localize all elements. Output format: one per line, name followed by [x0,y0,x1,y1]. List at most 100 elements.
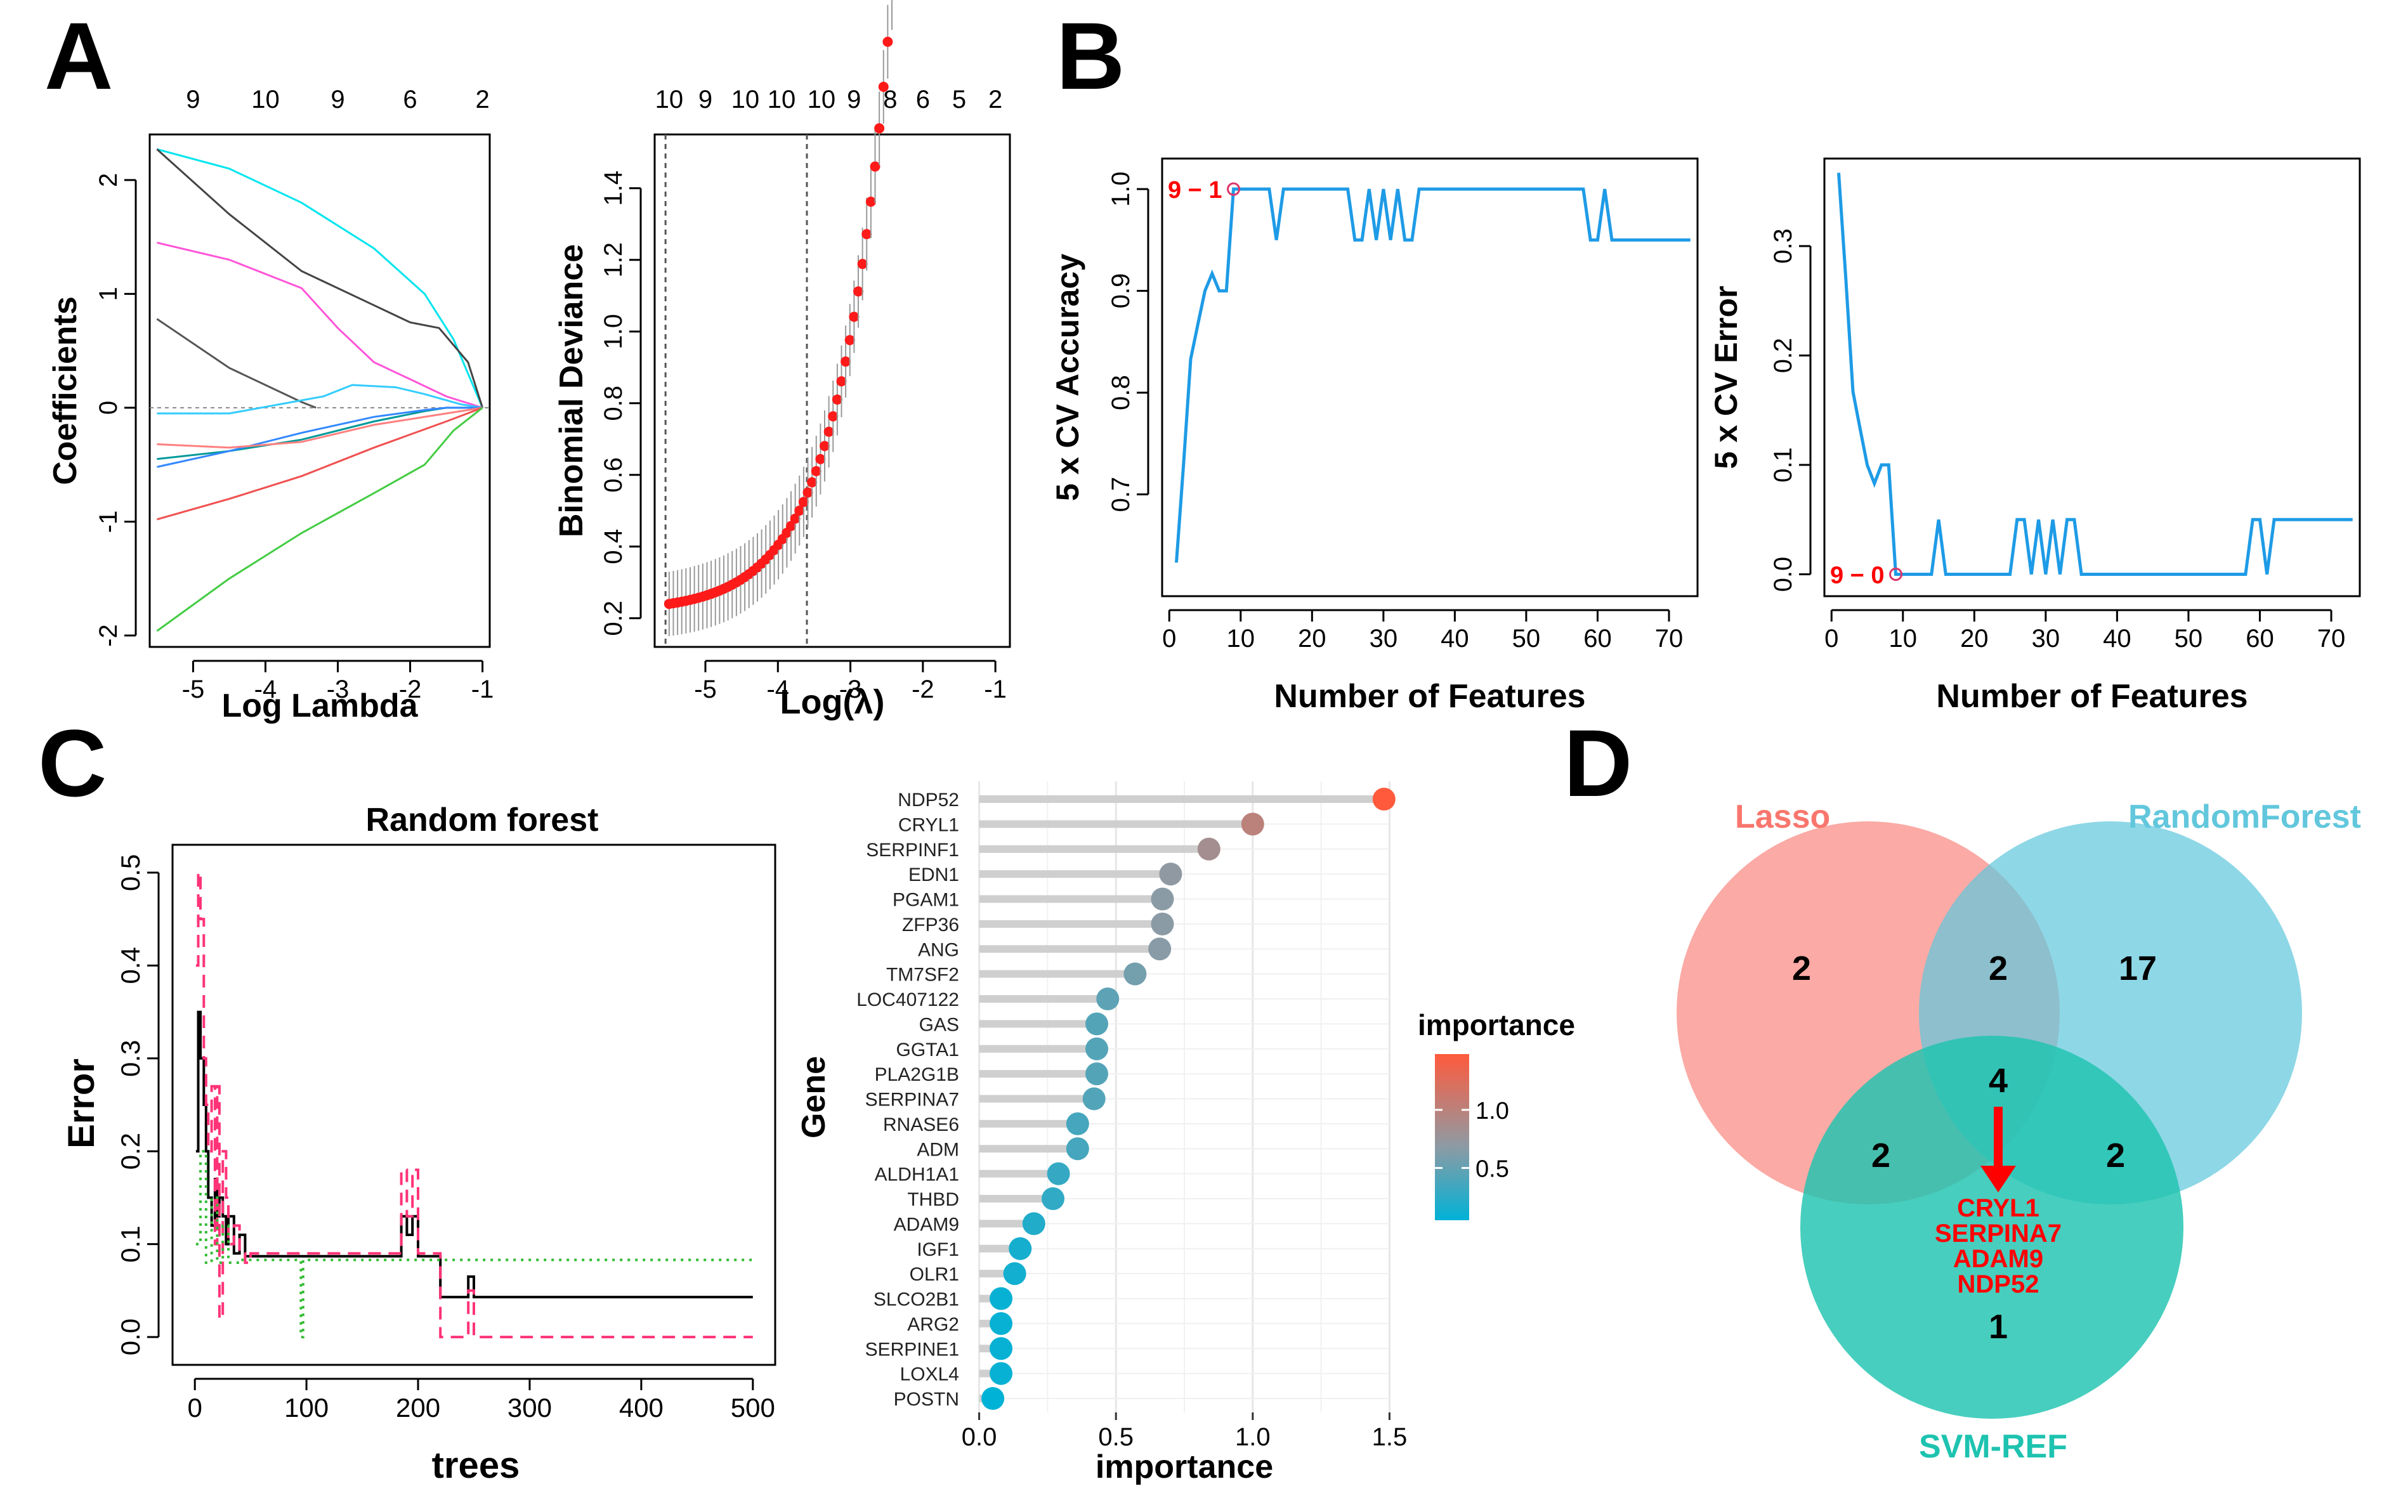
panel-label-d: D [1564,710,1632,816]
x-tick-label: -4 [766,675,789,703]
deviance-point [853,286,864,297]
color-legend: importance 1.0 0.5 [1418,1008,1575,1220]
deviance-point [828,411,839,422]
x-tick-label: 50 [1512,625,1541,653]
gene-label: SERPINA7 [865,1090,959,1111]
top-tick-label: 6 [403,86,417,114]
accuracy-line: 9 − 1 [1168,177,1691,563]
x-axis-label: importance [1096,1449,1273,1485]
deviance-point [874,123,885,134]
y-tick-label: -2 [95,624,122,647]
lollipop-point [1066,1137,1089,1161]
venn-gene-cryl1: CRYL1 [1957,1194,2039,1222]
venn-count-rf-only: 17 [2119,949,2157,987]
lollipop-point [1151,887,1174,911]
deviance-point [832,394,842,405]
axes: 0.0 0.5 1.0 1.5 [962,1412,1407,1451]
top-tick-label: 10 [731,86,760,114]
venn-gene-ndp52: NDP52 [1958,1270,2039,1298]
gene-label: ZFP36 [902,915,959,935]
lollipop-point [981,1387,1005,1410]
venn-diagram: Lasso RandomForest SVM-REF 2 2 17 4 2 2 … [1677,798,2361,1465]
gene-label: PLA2G1B [875,1064,959,1085]
x-tick-label: 0 [1824,625,1838,653]
lollipop-point [1148,937,1172,961]
random-forest-error-plot: Random forest 0 100 200 300 400 5000.00.10.20… [61,802,776,1486]
deviance-point [807,477,818,488]
y-tick-label: 0.5 [115,854,145,891]
top-tick-label: 6 [916,86,930,114]
deviance-point [865,197,876,207]
x-tick-label: -4 [254,675,277,703]
x-tick-label: 100 [284,1393,329,1423]
top-tick-label: 10 [655,86,684,114]
venn-gene-serpina7: SERPINA7 [1935,1220,2062,1248]
gene-label: THBD [907,1189,959,1210]
plot-frame [1823,157,2361,597]
venn-count-rf-svm: 2 [2106,1137,2125,1175]
coefficient-path-black [156,148,484,408]
gene-label: SERPINF1 [866,840,959,861]
x-axis-label: Number of Features [1936,678,2248,715]
gene-label: GAS [919,1014,959,1035]
x-tick-label: 0.0 [962,1423,997,1451]
lollipop-point [1159,863,1182,886]
x-tick-label: 10 [1227,625,1255,653]
importance-points: NDP52 CRYL1 SERPINF1 EDN1 PGAM1 ZFP36 ANG TM7SF… [856,788,1396,1410]
axes: 0 10 20 30 40 50 60 70 0.0 0.1 0.2 0.3 [1769,228,2345,653]
lollipop-point [990,1362,1013,1385]
deviance-point [844,335,855,346]
lollipop-point [1009,1237,1032,1260]
lollipop-point [1066,1112,1089,1135]
legend-ticks: 1.0 0.5 [1435,1098,1509,1183]
y-tick-label: 0.2 [599,601,627,636]
importance-lollipop-plot: NDP52 CRYL1 SERPINF1 EDN1 PGAM1 ZFP36 ANG TM7SF… [795,781,1575,1485]
x-tick-label: 10 [1889,625,1918,653]
y-tick-label: 0.1 [1769,447,1797,483]
y-tick-label: 1.4 [599,171,627,206]
y-tick-label: 0.4 [115,947,145,984]
x-axis-label: Log(λ) [780,683,885,721]
y-axis-label: Gene [795,1056,832,1138]
feature-curve [1837,173,2353,576]
legend-tick-label: 0.5 [1476,1156,1509,1183]
gene-label: LOC407122 [856,989,959,1010]
chart-title: Random forest [366,802,599,838]
lollipop-point [990,1287,1013,1310]
rf-error-OOB [195,1010,753,1299]
lollipop-point [1047,1162,1070,1185]
deviance-point [849,311,860,322]
x-tick-label: 70 [1655,625,1684,653]
gene-label: ALDH1A1 [875,1164,959,1185]
y-tick-label: 1.0 [1107,171,1135,207]
axes: -5 -4 -3 -2 -1 -2 -1 0 1 2 9 10 9 6 2 [95,86,494,703]
gene-label: ADM [917,1139,959,1160]
lollipop-point [1151,912,1174,935]
deviance-point [802,487,813,498]
lollipop-point [1197,837,1220,861]
coefficient-path-pink [157,407,483,449]
lollipop-point [990,1337,1013,1360]
y-axis-label: 5 x CV Accuracy [1050,254,1085,501]
deviance-point [882,36,893,47]
x-tick-label: -3 [839,675,862,703]
top-tick-label: 10 [808,86,836,114]
lollipop-point [1085,1062,1108,1086]
x-tick-label: 1.5 [1372,1423,1408,1451]
y-tick-label: 0.2 [115,1133,145,1170]
y-tick-label: 2 [95,173,122,187]
gene-label: SLCO2B1 [874,1289,959,1310]
lollipop-point [990,1312,1013,1335]
plot-frame [171,844,776,1366]
coefficient-path-cyan [157,148,483,408]
coefficient-path-cyan2 [157,384,483,415]
y-tick-label: 0.4 [599,529,627,564]
gene-label: ARG2 [907,1314,959,1335]
svm-accuracy-plot: 9 − 1 0 10 20 30 40 50 60 70 0.7 0.8 0.9 1.0 Number… [1050,157,1699,715]
x-tick-label: 300 [507,1393,552,1423]
x-tick-label: 20 [1960,625,1989,653]
deviance-point [857,259,868,270]
x-tick-label: -1 [984,675,1007,703]
gene-label: ADAM9 [894,1214,959,1235]
venn-count-lasso-rf: 2 [1989,949,2008,987]
